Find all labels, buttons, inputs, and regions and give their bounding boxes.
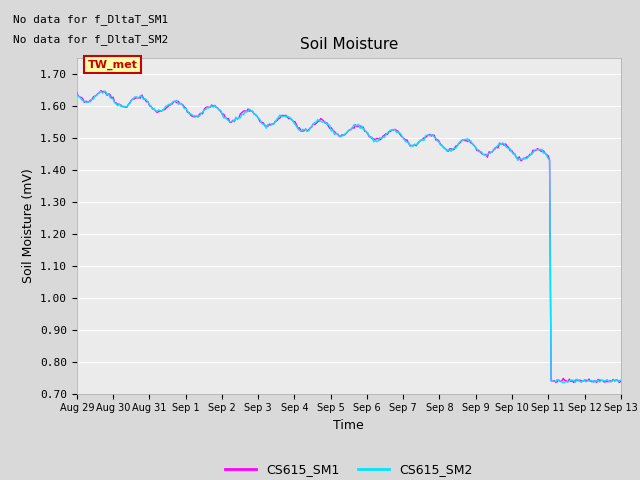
CS615_SM1 xyxy=(589,378,597,384)
CS615_SM1 xyxy=(255,116,262,121)
CS615_SM1 xyxy=(570,380,578,385)
Text: No data for f_DltaT_SM2: No data for f_DltaT_SM2 xyxy=(13,34,168,45)
Legend: CS615_SM1, CS615_SM2: CS615_SM1, CS615_SM2 xyxy=(220,458,478,480)
Y-axis label: Soil Moisture (mV): Soil Moisture (mV) xyxy=(22,168,35,283)
CS615_SM2 xyxy=(559,380,567,386)
CS615_SM2 xyxy=(102,88,109,94)
CS615_SM2 xyxy=(589,380,597,385)
Line: CS615_SM1: CS615_SM1 xyxy=(77,91,621,383)
X-axis label: Time: Time xyxy=(333,419,364,432)
CS615_SM1 xyxy=(141,96,149,102)
CS615_SM1 xyxy=(237,111,244,117)
CS615_SM1 xyxy=(312,120,320,126)
CS615_SM1 xyxy=(73,90,81,96)
CS615_SM2 xyxy=(264,122,271,128)
CS615_SM1 xyxy=(97,88,105,94)
CS615_SM2 xyxy=(312,119,320,125)
Text: No data for f_DltaT_SM1: No data for f_DltaT_SM1 xyxy=(13,14,168,25)
CS615_SM2 xyxy=(255,115,262,121)
CS615_SM2 xyxy=(237,115,244,120)
Line: CS615_SM2: CS615_SM2 xyxy=(77,91,621,383)
Title: Soil Moisture: Soil Moisture xyxy=(300,37,398,52)
CS615_SM2 xyxy=(617,377,625,383)
CS615_SM2 xyxy=(73,91,81,96)
CS615_SM2 xyxy=(141,96,149,102)
CS615_SM1 xyxy=(617,378,625,384)
CS615_SM1 xyxy=(264,123,271,129)
Text: TW_met: TW_met xyxy=(88,60,138,70)
